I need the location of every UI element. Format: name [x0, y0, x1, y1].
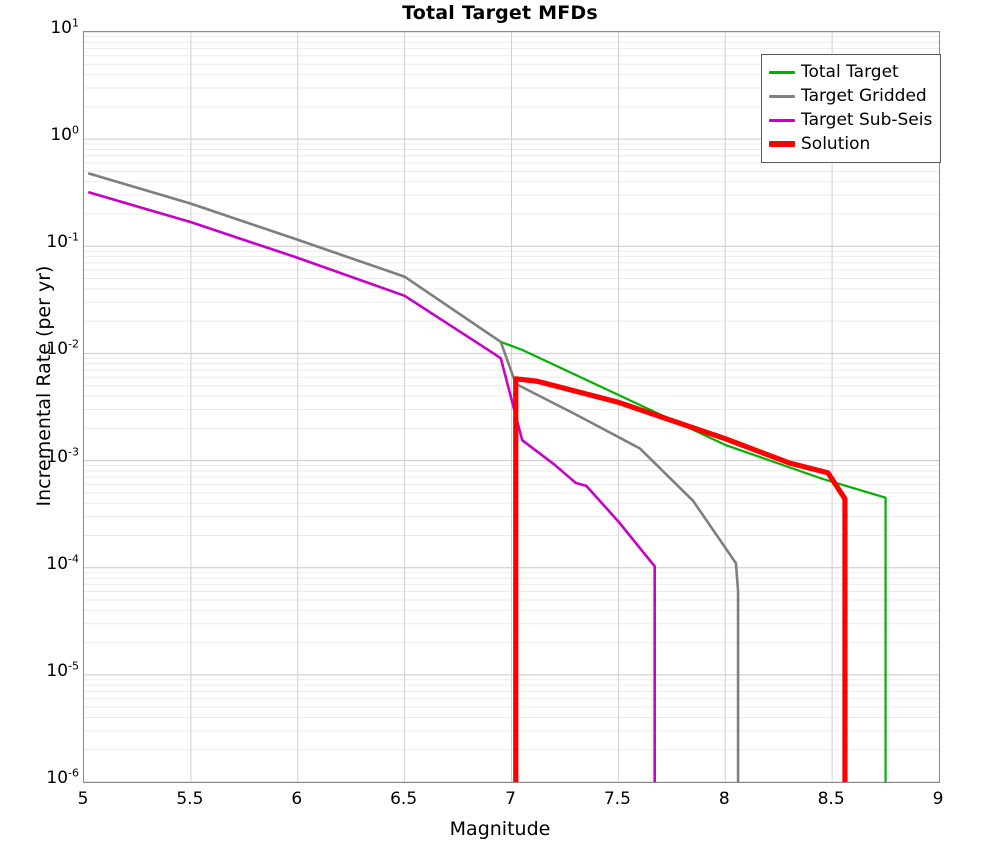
y-tick-label: 101: [50, 16, 79, 38]
y-tick-label: 10-4: [46, 552, 79, 574]
x-axis-tick-labels: 5 5.5 6 6.5 7 7.5 8 8.5 9: [0, 789, 1000, 819]
plot-canvas: [84, 32, 939, 782]
x-tick-label: 7.5: [603, 789, 631, 809]
x-axis-label: Magnitude: [449, 818, 551, 840]
x-tick-label: 8.5: [817, 789, 845, 809]
legend-swatch-icon: [769, 94, 795, 98]
legend-item: Solution: [769, 132, 932, 156]
legend-swatch-icon: [769, 118, 795, 122]
page-title: Total Target MFDs: [402, 2, 598, 24]
legend-label: Total Target: [801, 62, 899, 82]
y-tick-label: 10-1: [46, 230, 79, 253]
chart-legend: Total Target Target Gridded Target Sub-Sei…: [761, 54, 942, 163]
series-line-target-sub-seis: [87, 190, 657, 782]
series-line-solution: [513, 376, 848, 782]
legend-item: Total Target: [769, 60, 932, 84]
x-tick-label: 5.5: [176, 789, 204, 809]
legend-label: Target Sub-Seis: [801, 110, 933, 130]
legend-item: Target Gridded: [769, 84, 932, 108]
data-series-group: [87, 172, 887, 782]
legend-label: Solution: [801, 134, 871, 154]
x-tick-label: 9: [932, 789, 944, 809]
y-tick-label: 10-2: [46, 337, 79, 360]
x-tick-label: 7: [505, 789, 516, 809]
x-tick-label: 6.5: [390, 789, 418, 809]
x-tick-label: 8: [718, 789, 730, 809]
legend-label: Target Gridded: [801, 86, 927, 106]
y-tick-label: 100: [50, 123, 79, 146]
x-tick-label: 6: [291, 789, 303, 809]
series-line-target-gridded: [87, 172, 740, 782]
legend-item: Target Sub-Seis: [769, 108, 932, 132]
y-axis-tick-labels: 101 100 10-1 10-2 10-3 10-4 10-5 10-6: [17, 0, 79, 850]
y-tick-label: 10-5: [46, 659, 79, 681]
legend-swatch-icon: [769, 141, 795, 147]
y-tick-label: 10-6: [46, 766, 79, 788]
y-tick-label: 10-3: [46, 444, 79, 467]
legend-swatch-icon: [769, 70, 795, 74]
x-tick-label: 5: [77, 789, 89, 809]
